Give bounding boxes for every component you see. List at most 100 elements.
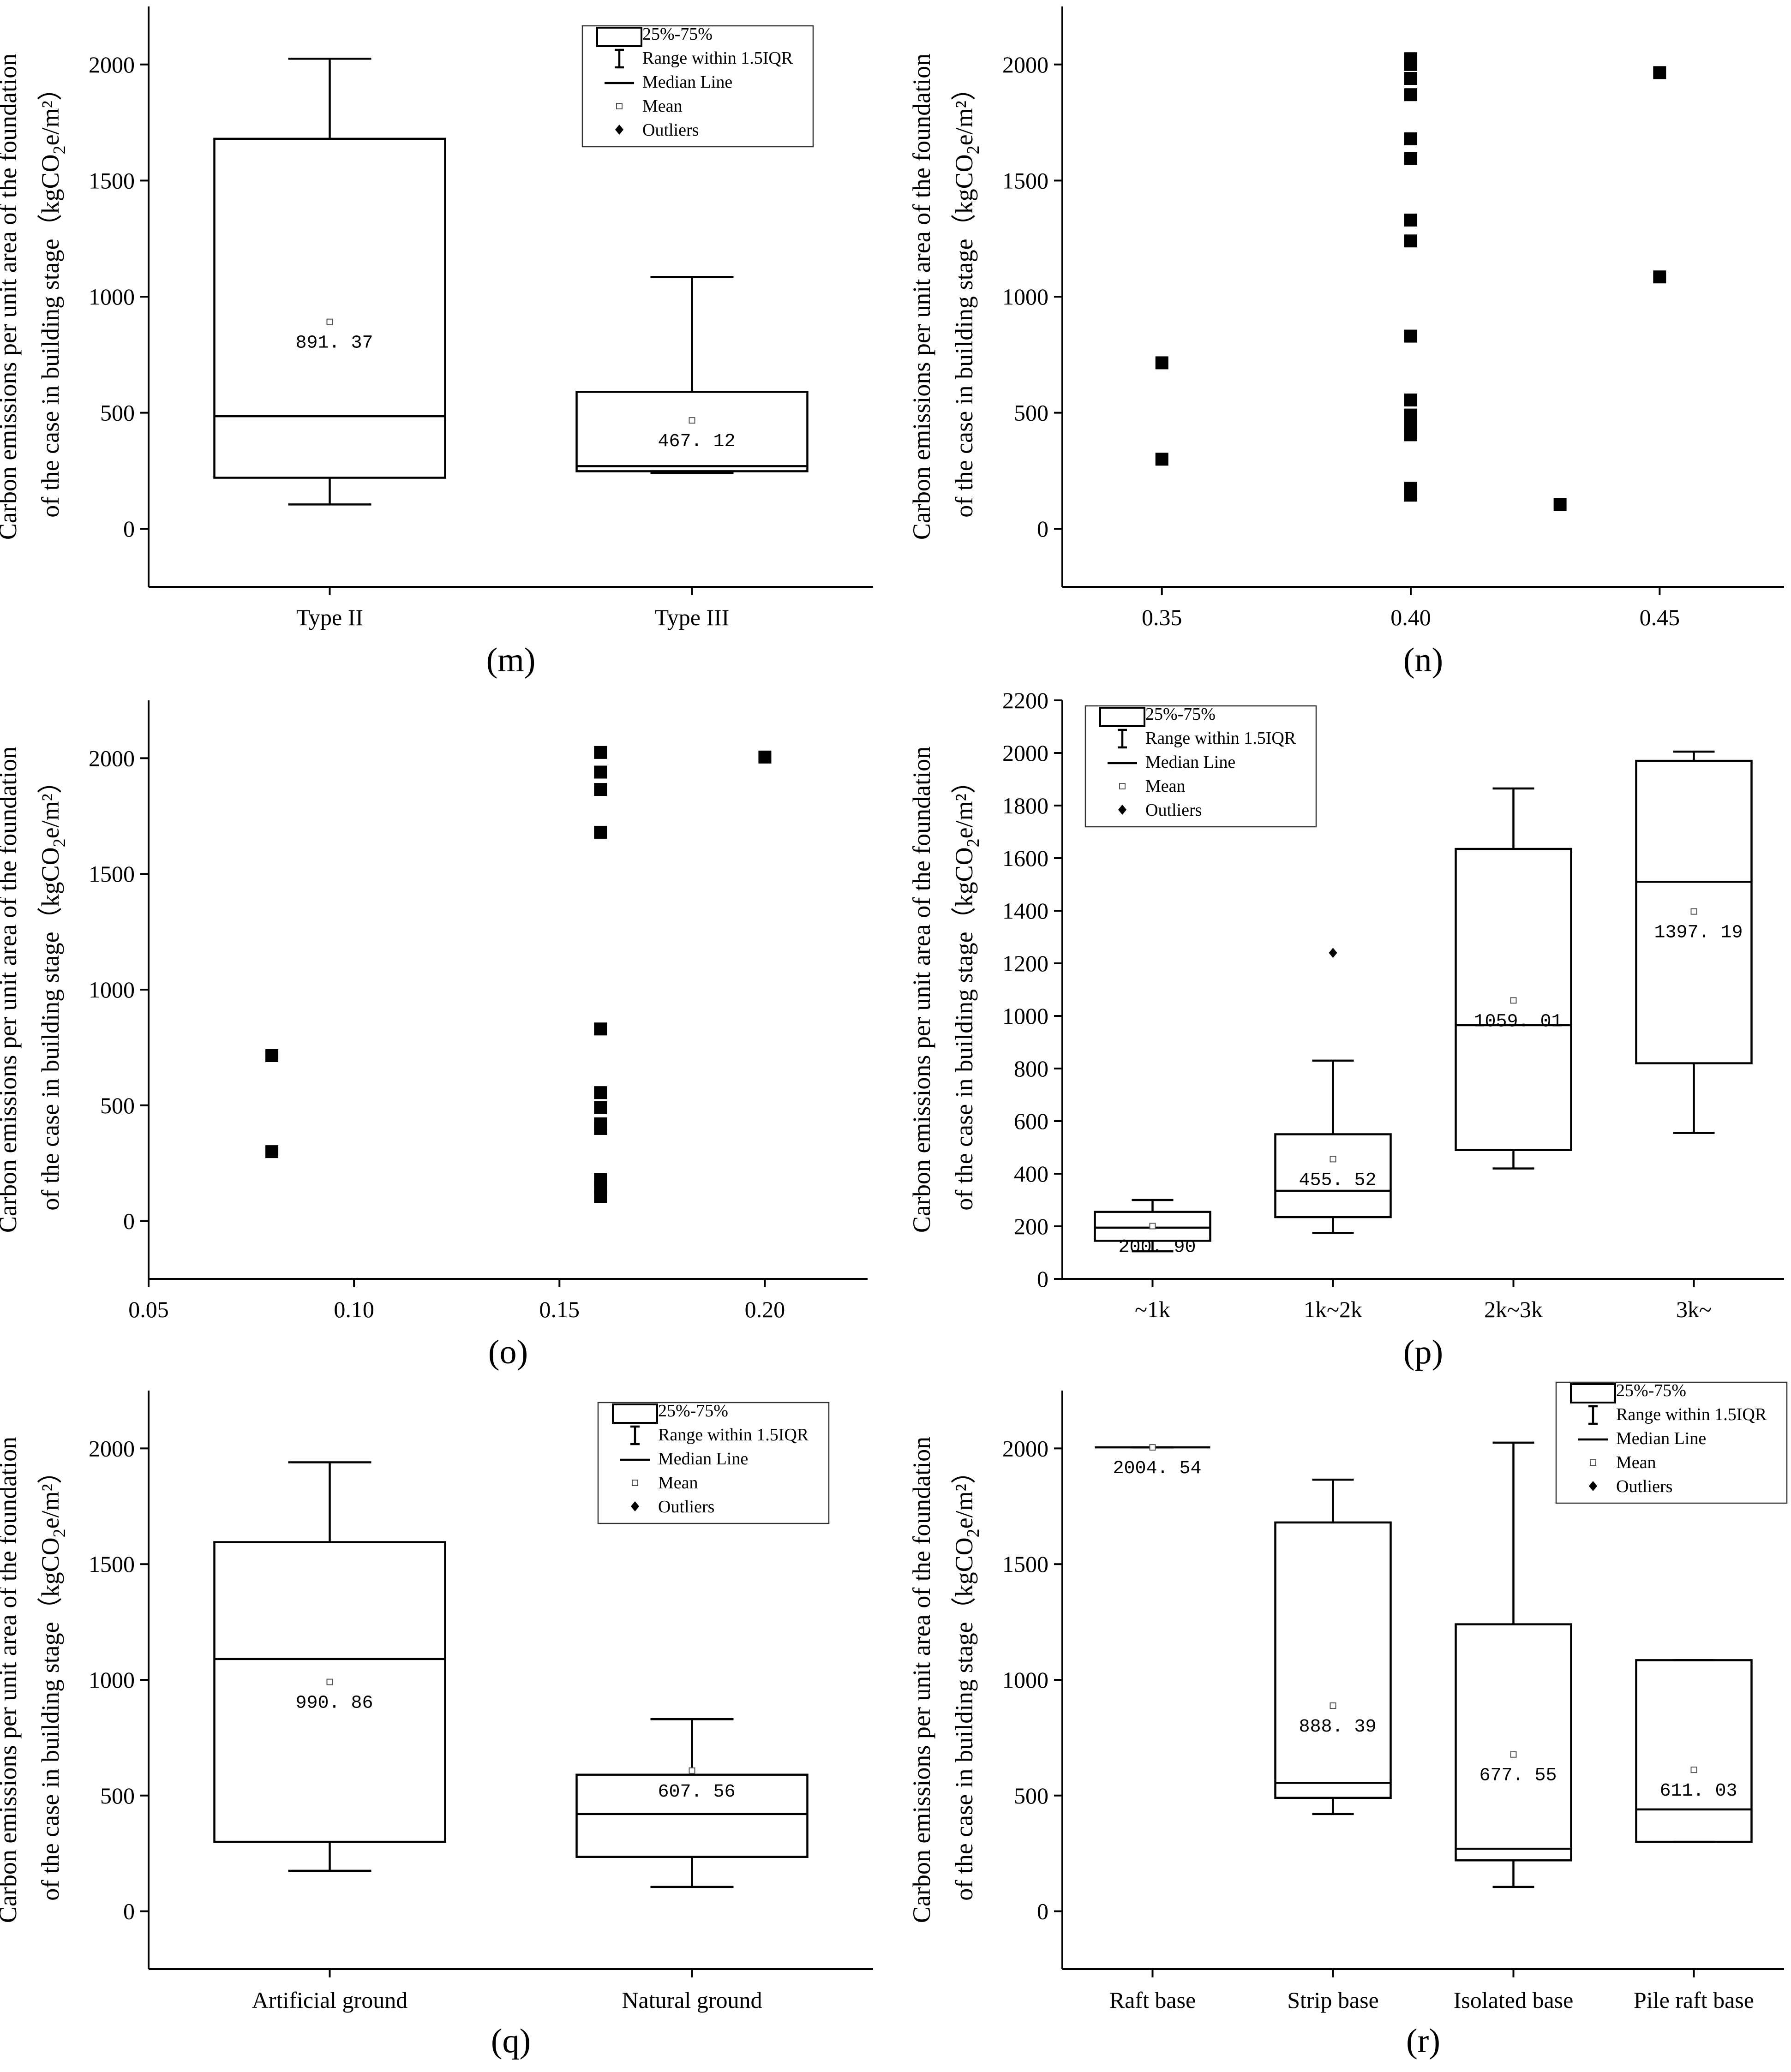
legend-box-label: 25%-75% [1616, 1381, 1686, 1400]
y-axis-title-subscript: 2 [50, 145, 69, 154]
x-tick-label: 0.20 [745, 1296, 785, 1322]
y-axis-title-subscript: 2 [50, 1529, 69, 1537]
y-tick-label: 0 [1037, 516, 1048, 542]
box-group: ~1k 200. 90 [1094, 1199, 1211, 1322]
y-tick-label: 500 [100, 1783, 135, 1809]
iqr-box [1274, 1133, 1392, 1218]
y-tick-label: 0 [123, 1208, 135, 1234]
x-tick-label: Natural ground [622, 1987, 762, 2013]
scatter-point [594, 1086, 607, 1099]
iqr-box [1094, 1211, 1211, 1242]
iqr-box [1455, 1623, 1572, 1862]
mean-marker [1510, 1751, 1517, 1758]
legend: 25%-75% Range within 1.5IQR Median Line Mea… [1084, 705, 1317, 828]
legend-mean-label: Mean [1616, 1453, 1656, 1472]
mean-label: 1059. 01 [1474, 1011, 1562, 1032]
y-axis-title-o: Carbon emissions per unit area of the fo… [0, 746, 69, 1233]
legend-mean-label: Mean [1145, 776, 1186, 796]
y-axis-title-prefix: of the case in building stage（kgCO [36, 1537, 64, 1900]
y-tick-label: 2000 [1002, 1435, 1048, 1461]
box-group: Artificial ground 990. 86 [213, 1461, 446, 2013]
y-tick-label: 1000 [89, 1667, 135, 1693]
x-tick-label: 0.35 [1142, 604, 1182, 630]
scatter-point [1404, 132, 1418, 145]
legend-median-label: Median Line [658, 1449, 748, 1469]
mean-label: 677. 55 [1479, 1766, 1557, 1786]
chart-o: 0 500 1000 1500 2000 Carbon emissions per uni… [0, 700, 868, 1371]
chart-m: 0 500 1000 1500 2000 Carbon emissions per uni… [0, 6, 873, 679]
y-axis-title-line1: Carbon emissions per unit area of the fo… [908, 746, 935, 1233]
x-tick-label: 0.45 [1640, 604, 1680, 630]
legend-mean-icon [1119, 783, 1126, 789]
legend-box-icon [612, 1403, 658, 1424]
y-tick-label: 1500 [1002, 1551, 1048, 1577]
y-tick-label: 200 [1014, 1213, 1048, 1239]
x-tick-label: Pile raft base [1634, 1987, 1754, 2013]
legend-box-icon [596, 27, 642, 47]
x-tick-label: 1k~2k [1304, 1296, 1362, 1322]
x-tick-label: 0.15 [539, 1296, 580, 1322]
x-tick-label: 3k~ [1676, 1296, 1712, 1322]
legend-outlier-icon [1118, 805, 1126, 815]
y-tick-label: 600 [1014, 1108, 1048, 1134]
iqr-box [1455, 848, 1572, 1151]
scatter-point [758, 750, 772, 764]
mean-label: 467. 12 [658, 431, 735, 452]
mean-marker [1690, 908, 1697, 915]
y-axis-title-line1: Carbon emissions per unit area of the fo… [0, 746, 22, 1233]
x-tick-label: Strip base [1287, 1987, 1379, 2013]
y-axis-title-subscript: 2 [964, 1529, 983, 1537]
y-axis-title-line1: Carbon emissions per unit area of the fo… [908, 54, 935, 540]
scatter-point [1404, 152, 1418, 165]
y-axis-title-prefix: of the case in building stage（kgCO [36, 847, 64, 1210]
chart-n: 0 500 1000 1500 2000 Carbon emissions per uni… [908, 6, 1784, 679]
y-tick-label: 2000 [89, 1435, 135, 1461]
y-tick-label: 2000 [1002, 740, 1048, 766]
scatter-point [1653, 66, 1666, 79]
scatter-point [594, 765, 607, 779]
legend-range-label: Range within 1.5IQR [1616, 1405, 1767, 1424]
y-tick-label: 0 [1037, 1266, 1048, 1292]
scatter-point [1404, 88, 1418, 102]
x-tick-label: Type III [655, 604, 730, 630]
chart-p: 0200400600800100012001400160018002000220… [908, 687, 1784, 1371]
mean-marker [1510, 997, 1517, 1004]
scatter-point [594, 1022, 607, 1036]
y-tick-label: 2200 [1002, 687, 1048, 713]
scatter-point [1653, 270, 1666, 284]
y-tick-label: 1600 [1002, 845, 1048, 871]
x-tick-label: Type II [296, 604, 363, 630]
legend-box-label: 25%-75% [642, 24, 713, 44]
y-axis-title-subscript: 2 [964, 145, 983, 154]
y-axis-title-suffix: e/m²） [36, 1459, 64, 1529]
y-tick-label: 500 [100, 1093, 135, 1118]
legend-median-label: Median Line [1616, 1429, 1706, 1448]
y-axis-title-line1: Carbon emissions per unit area of the fo… [0, 54, 22, 540]
y-axis-title-subscript: 2 [964, 838, 983, 847]
legend-box-label: 25%-75% [658, 1401, 728, 1421]
y-tick-label: 0 [1037, 1899, 1048, 1924]
scatter-point [594, 1190, 607, 1203]
legend-box-icon [1099, 707, 1145, 727]
mean-label: 455. 52 [1299, 1170, 1376, 1191]
y-tick-label: 1500 [1002, 167, 1048, 193]
x-tick-label: Raft base [1109, 1987, 1196, 2013]
y-axis-title-m: Carbon emissions per unit area of the fo… [0, 54, 69, 540]
y-tick-label: 1500 [89, 167, 135, 193]
legend-box-icon [1570, 1383, 1616, 1403]
y-axis-title-prefix: of the case in building stage（kgCO [950, 847, 978, 1210]
scatter-point [594, 1122, 607, 1135]
legend-median-label: Median Line [642, 72, 732, 92]
box-group: Natural ground 607. 56 [575, 1718, 809, 2013]
scatter-point [265, 1145, 279, 1158]
panel-label-m: (m) [486, 641, 536, 679]
legend-outliers-label: Outliers [1145, 800, 1202, 820]
box-group: Type III 467. 12 [575, 275, 809, 630]
mean-marker [1149, 1444, 1156, 1451]
panel-label-p: (p) [1403, 1333, 1443, 1371]
y-tick-label: 1400 [1002, 898, 1048, 924]
x-tick-label: Artificial ground [252, 1987, 407, 2013]
panel-label-n: (n) [1403, 641, 1443, 679]
legend: 25%-75% Range within 1.5IQR Median Line Mea… [581, 24, 814, 148]
